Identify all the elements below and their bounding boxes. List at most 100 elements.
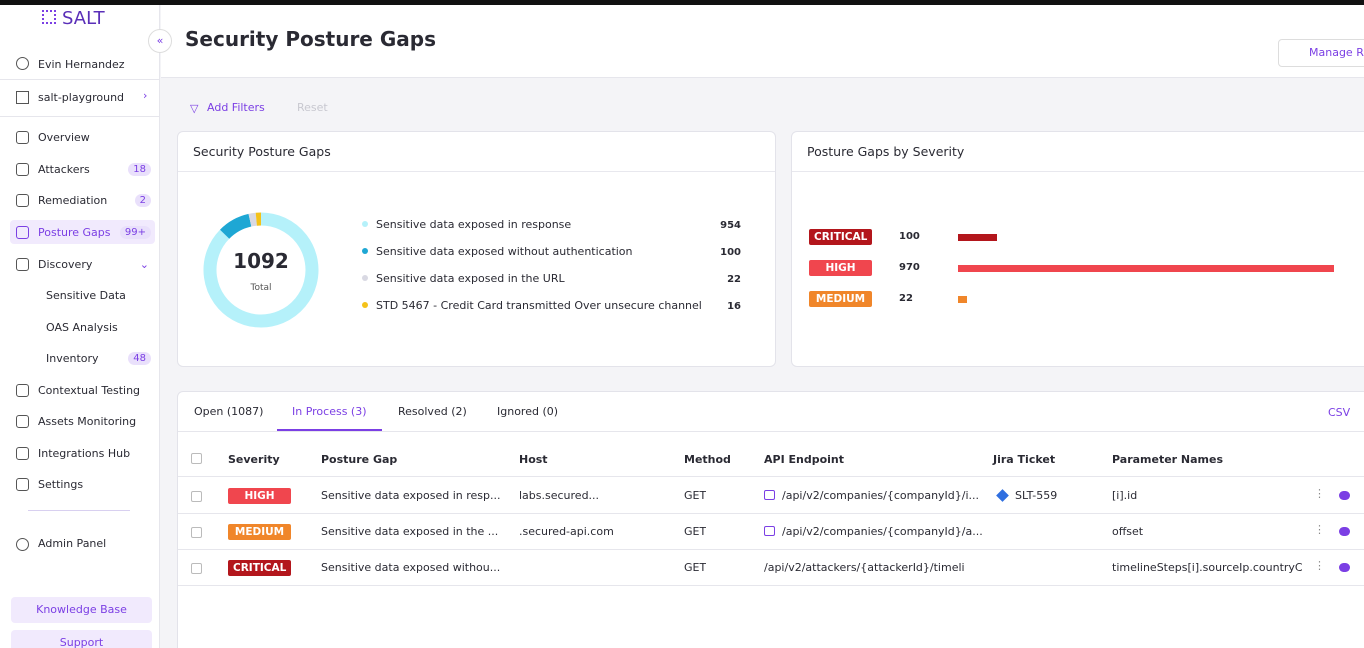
table-row [178,550,1364,586]
legend-count: 100 [720,247,741,258]
cell-host: .secured-api.com [519,525,614,538]
header: Security Posture Gaps Manage Rules [161,5,1364,78]
chk[interactable] [191,491,202,502]
nav-item[interactable]: Sensitive Data [18,283,155,307]
table-row [178,478,1364,514]
severity-tag: CRITICAL [809,229,872,245]
divider [0,79,160,80]
nav-item[interactable]: Remediation 2 [10,188,155,212]
workspace[interactable]: salt-playground [38,91,125,104]
nav-label: Remediation [38,193,108,207]
severity-bar [958,265,1334,272]
severity-bar [958,234,997,241]
comment-icon[interactable] [1339,527,1350,536]
chevron: › [143,89,148,102]
nav-item[interactable]: OAS Analysis [18,315,155,339]
severity-tag: HIGH [228,488,291,504]
collapse-button[interactable]: « [148,29,172,53]
donut-total: 1092 [233,249,289,273]
app: SALT « Evin Hernandez salt-playground › … [0,5,1364,648]
logo-icon [42,10,56,24]
admin-panel[interactable]: Admin Panel [38,537,107,550]
cell-endpoint: /api/v2/companies/{companyId}/a... [782,525,982,538]
workspace-icon [16,91,29,104]
nav-label: Sensitive Data [46,288,126,302]
manage-rules[interactable]: Manage Rules [1278,39,1364,67]
legend-dot [362,302,368,308]
nav-label: Integrations Hub [38,446,131,460]
legend-count: 954 [720,220,741,231]
reset[interactable]: Reset [297,101,328,114]
nav-item[interactable]: Posture Gaps 99+ [10,220,155,244]
chk[interactable] [191,527,202,538]
nav-icon [16,414,29,428]
severity-tag: CRITICAL [228,560,291,576]
admin-icon [16,538,29,551]
sidebar: SALT « Evin Hernandez salt-playground › … [0,5,172,648]
legend-label: Sensitive data exposed without authentic… [376,245,633,258]
lock-icon [764,526,775,536]
support[interactable]: Support [11,630,152,648]
cell-params: [i].id [1112,489,1138,502]
chk[interactable] [191,453,202,464]
legend-dot [362,221,368,227]
severity-bar [958,296,967,303]
cell-host: labs.secured... [519,489,600,502]
legend-label: STD 5467 - Credit Card transmitted Over … [376,299,702,312]
add-filters[interactable]: Add Filters [207,101,265,114]
severity-card: Posture Gaps by Severity CRITICAL 100 HIGH… [791,131,1364,367]
tab[interactable]: Ignored (0) [497,405,559,418]
nav-badge: 99+ [119,225,151,239]
cell-params: timelineSteps[i].sourceIp.countryCo [1112,561,1302,574]
nav-badge: 18 [128,162,151,176]
tab[interactable]: Resolved (2) [398,405,467,418]
column-header: Jira Ticket [993,453,1056,466]
nav-label: Attackers [38,162,90,176]
nav-item[interactable]: Attackers 18 [10,157,155,181]
page-title: Security Posture Gaps [185,27,436,51]
row-menu[interactable]: ⋮ [1314,559,1325,572]
divider [28,510,130,511]
nav-item[interactable]: Settings [10,472,155,496]
legend-label: Sensitive data exposed in response [376,218,571,231]
knowledge-base[interactable]: Knowledge Base [11,597,152,623]
logo: SALT [62,8,105,29]
table-card: Open (1087) In Process (3) Resolved (2) Ign… [177,391,1364,648]
nav-badge: 48 [128,351,151,365]
column-header: Method [684,453,731,466]
row-menu[interactable]: ⋮ [1314,523,1325,536]
csv-export[interactable]: CSV [1328,406,1351,419]
nav-label: Discovery [38,257,93,271]
cell-method: GET [684,561,707,574]
cell-method: GET [684,525,707,538]
tab[interactable]: Open (1087) [194,405,264,418]
tab[interactable]: In Process (3) [292,405,367,418]
nav-label: Inventory [46,351,99,365]
donut-total-label: Total [249,283,271,293]
legend-dot [362,248,368,254]
comment-icon[interactable] [1339,563,1350,572]
nav-item[interactable]: Contextual Testing [10,378,155,402]
nav-label: Posture Gaps [38,225,111,239]
chk[interactable] [191,563,202,574]
severity-tag: MEDIUM [809,291,872,307]
filter-icon: ▽ [190,102,199,115]
nav-item[interactable]: Discovery ⌄ [10,252,155,276]
user-name[interactable]: Evin Hernandez [38,58,125,71]
nav-item[interactable]: Assets Monitoring [10,409,155,433]
chevron: ⌄ [139,257,149,271]
nav-icon [16,383,29,397]
comment-icon[interactable] [1339,491,1350,500]
nav-item[interactable]: Overview [10,125,155,149]
nav-icon [16,225,29,239]
nav-item[interactable]: Inventory 48 [18,346,155,370]
summary-card: Security Posture Gaps Sensitive data exp… [177,131,776,367]
nav-icon [16,257,29,271]
cell-endpoint: /api/v2/companies/{companyId}/i... [782,489,980,502]
nav-label: Overview [38,130,90,144]
cell-gap: Sensitive data exposed withou... [321,561,501,574]
row-menu[interactable]: ⋮ [1314,487,1325,500]
cell-gap: Sensitive data exposed in the ... [321,525,499,538]
nav-item[interactable]: Integrations Hub [10,441,155,465]
